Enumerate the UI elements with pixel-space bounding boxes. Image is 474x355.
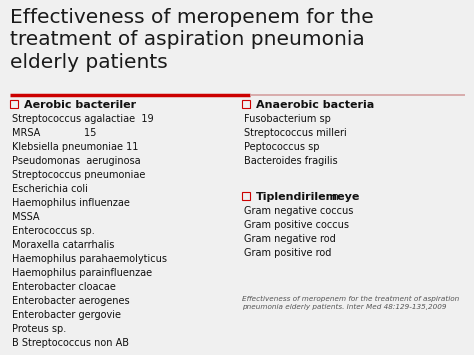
Text: Proteus sp.: Proteus sp.	[12, 324, 66, 334]
Text: MRSA              15: MRSA 15	[12, 128, 96, 138]
Text: Gram positive rod: Gram positive rod	[244, 248, 331, 258]
Text: Bacteroides fragilis: Bacteroides fragilis	[244, 156, 337, 166]
Text: Moraxella catarrhalis: Moraxella catarrhalis	[12, 240, 114, 250]
Text: Fusobacterium sp: Fusobacterium sp	[244, 114, 331, 124]
Text: Streptococcus milleri: Streptococcus milleri	[244, 128, 347, 138]
Text: B Streptococcus non AB: B Streptococcus non AB	[12, 338, 129, 348]
Text: MSSA: MSSA	[12, 212, 39, 222]
Text: Klebsiella pneumoniae 11: Klebsiella pneumoniae 11	[12, 142, 138, 152]
Text: Tiplendirilemeye: Tiplendirilemeye	[256, 192, 360, 202]
Text: Streptococcus pneumoniae: Streptococcus pneumoniae	[12, 170, 146, 180]
Text: n: n	[332, 192, 339, 202]
Text: Enterobacter cloacae: Enterobacter cloacae	[12, 282, 116, 292]
Text: Enterococcus sp.: Enterococcus sp.	[12, 226, 95, 236]
Text: Anaerobic bacteria: Anaerobic bacteria	[256, 100, 374, 110]
Text: Escherichia coli: Escherichia coli	[12, 184, 88, 194]
Bar	[242, 100, 250, 108]
Text: Enterobacter aerogenes: Enterobacter aerogenes	[12, 296, 129, 306]
Bar	[242, 192, 250, 200]
Text: Effectiveness of meropenem for the treatment of aspiration
pneumonia elderly pat: Effectiveness of meropenem for the treat…	[242, 296, 459, 310]
Text: Peptococcus sp: Peptococcus sp	[244, 142, 319, 152]
Text: Gram negative coccus: Gram negative coccus	[244, 206, 354, 216]
Text: Effectiveness of meropenem for the
treatment of aspiration pneumonia
elderly pat: Effectiveness of meropenem for the treat…	[10, 8, 374, 72]
Text: Streptococcus agalactiae  19: Streptococcus agalactiae 19	[12, 114, 154, 124]
Text: Gram negative rod: Gram negative rod	[244, 234, 336, 244]
Text: Haemophilus influenzae: Haemophilus influenzae	[12, 198, 130, 208]
Text: Pseudomonas  aeruginosa: Pseudomonas aeruginosa	[12, 156, 141, 166]
Text: Aerobic bacteriler: Aerobic bacteriler	[24, 100, 136, 110]
Text: Gram positive coccus: Gram positive coccus	[244, 220, 349, 230]
Text: Haemophilus parainfluenzae: Haemophilus parainfluenzae	[12, 268, 152, 278]
Text: Haemophilus parahaemolyticus: Haemophilus parahaemolyticus	[12, 254, 167, 264]
Text: Enterobacter gergovie: Enterobacter gergovie	[12, 310, 121, 320]
Bar	[10, 100, 18, 108]
